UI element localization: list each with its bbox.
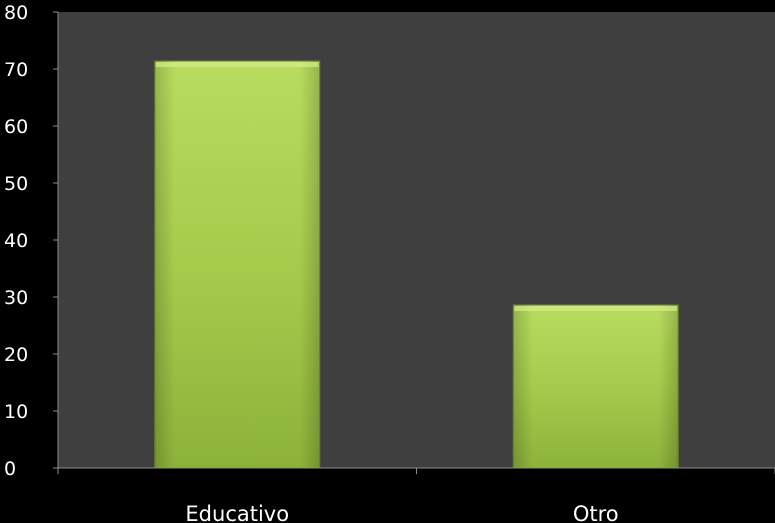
- x-axis-labels: Educativo Otro: [185, 502, 618, 523]
- y-axis-ticks: 0 10 20 30 40 50 60 70 80: [4, 2, 775, 480]
- y-tick-label: 30: [4, 287, 28, 309]
- y-tick-label: 70: [4, 59, 28, 81]
- y-tick-label: 0: [4, 458, 16, 480]
- bar-shading: [154, 61, 320, 469]
- bar-otro: [512, 304, 679, 469]
- bar-educativo: [154, 60, 321, 469]
- y-tick-label: 20: [4, 344, 28, 366]
- x-category-label: Otro: [573, 502, 619, 523]
- bar-top-highlight: [514, 305, 678, 311]
- bars-group: [154, 60, 679, 469]
- y-tick-label: 80: [4, 2, 28, 24]
- y-tick-label: 60: [4, 116, 28, 138]
- y-tick-label: 40: [4, 230, 28, 252]
- bar-shading: [513, 304, 679, 468]
- x-category-label: Educativo: [185, 502, 289, 523]
- y-tick-label: 10: [4, 401, 28, 423]
- y-tick-label: 50: [4, 173, 28, 195]
- bar-top-highlight: [155, 62, 319, 68]
